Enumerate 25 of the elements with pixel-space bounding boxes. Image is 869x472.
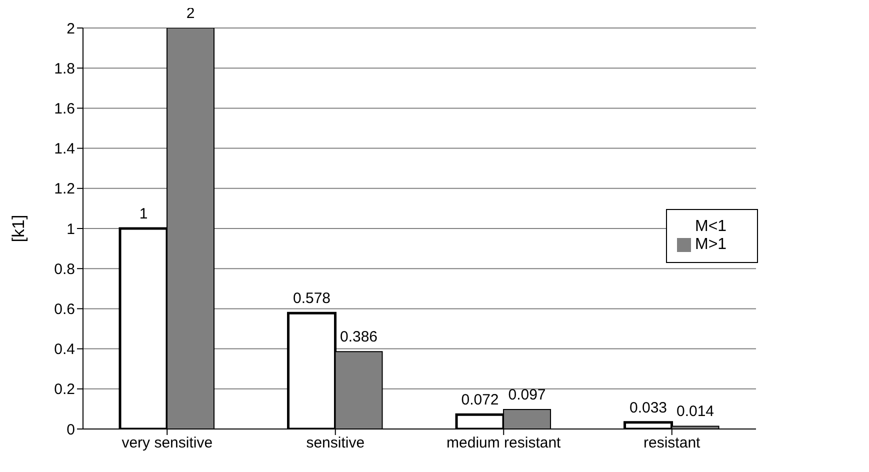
y-tick-label: 0.6 bbox=[54, 301, 75, 318]
y-tick-label: 1.2 bbox=[54, 180, 75, 198]
y-tick-label: 1 bbox=[66, 220, 75, 238]
y-tick-label: 1.4 bbox=[54, 140, 75, 158]
legend-label: M>1 bbox=[695, 236, 727, 253]
data-label: 1 bbox=[139, 206, 148, 222]
y-axis-title: [k1] bbox=[9, 214, 28, 242]
x-tick-label: medium resistant bbox=[446, 434, 562, 452]
x-tick-label: resistant bbox=[644, 434, 702, 452]
data-label: 0.014 bbox=[676, 403, 714, 420]
y-tick-label: 0 bbox=[66, 421, 75, 438]
x-tick-label: very sensitive bbox=[122, 434, 213, 452]
data-label: 0.578 bbox=[292, 290, 331, 308]
data-label: 0.072 bbox=[461, 392, 499, 409]
y-tick-label: 0.8 bbox=[54, 260, 75, 278]
y-tick-label: 0.4 bbox=[54, 341, 75, 358]
data-label: 0.386 bbox=[340, 328, 378, 346]
data-label: 0.097 bbox=[508, 386, 546, 404]
y-tick-label: 1.6 bbox=[54, 100, 75, 118]
y-tick-label: 1.8 bbox=[54, 60, 75, 78]
data-label: 0.033 bbox=[629, 399, 668, 416]
x-tick-label: sensitive bbox=[306, 434, 365, 452]
y-tick-label: 2 bbox=[66, 20, 75, 38]
text: M<1 bbox=[695, 218, 727, 235]
y-tick-label: 0.2 bbox=[54, 381, 75, 398]
